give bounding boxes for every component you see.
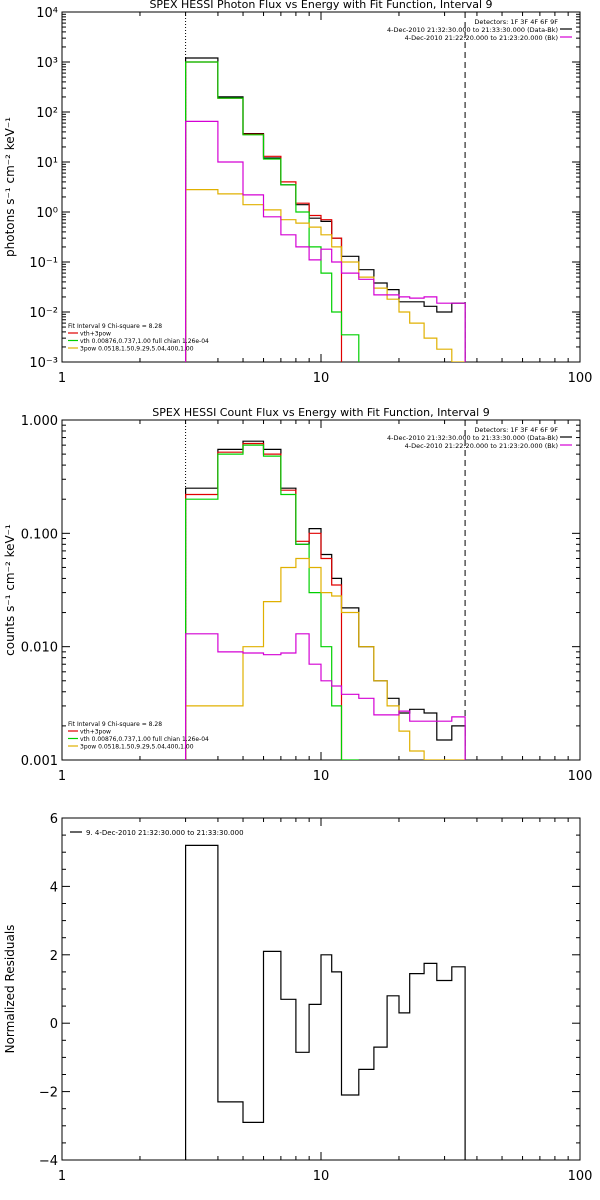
legend-entry: vth+3pow: [80, 331, 111, 338]
legend-entry: Fit Interval 9 Chi-square = 8.28: [68, 721, 162, 728]
y-tick-label: 1.000: [21, 414, 58, 429]
y-tick-label: −2: [39, 1086, 58, 1101]
y-tick-label: 0: [50, 1017, 58, 1032]
y-tick-label: 0.001: [21, 754, 58, 769]
y-tick-label: 10⁴: [36, 6, 58, 21]
chart-panel-3: Normalized Residuals 1 10 100 −4 −2 0 2 4 6 9. 4-D…: [3, 812, 592, 1184]
y-tick-label: 10⁻¹: [29, 256, 58, 271]
series-line: [185, 633, 466, 760]
y-tick-label: 10²: [36, 106, 58, 121]
y-tick-label: 4: [50, 880, 58, 895]
legend-entry: 4-Dec-2010 21:32:30.000 to 21:33:30.000 …: [387, 434, 558, 442]
legend-entry: 4-Dec-2010 21:22:20.000 to 21:23:20.000 …: [405, 34, 558, 42]
series-line: [185, 442, 343, 760]
y-tick-label: 10⁻³: [29, 356, 58, 371]
y-tick-label: 10⁰: [36, 206, 58, 221]
legend-entry: Fit Interval 9 Chi-square = 8.28: [68, 323, 162, 330]
legend-entry: vth+3pow: [80, 729, 111, 736]
legend-entry: 3pow 0.0518,1.50,9.29,5.04,400,1.00: [80, 744, 194, 751]
series-line: [185, 61, 360, 362]
chart-panel-2: SPEX HESSI Count Flux vs Energy with Fit…: [3, 406, 592, 784]
series-group: [185, 440, 466, 760]
series-group: [185, 844, 466, 1160]
plot-frame: [61, 11, 581, 363]
chart-title: SPEX HESSI Count Flux vs Energy with Fit…: [152, 406, 489, 419]
legend-entry: 3pow 0.0518,1.50,9.29,5.04,400,1.00: [80, 346, 194, 353]
series-line: [185, 440, 466, 760]
legend-entry: 9. 4-Dec-2010 21:32:30.000 to 21:33:30.0…: [86, 829, 244, 837]
y-axis-label: Normalized Residuals: [3, 925, 17, 1054]
legend-entry: vth 0.00876,0.737,1.00 full chian 1.26e-…: [80, 736, 209, 743]
x-tick-label: 100: [568, 1169, 593, 1184]
y-tick-label: 0.100: [21, 527, 58, 542]
x-tick-label: 100: [568, 769, 593, 784]
x-tick-label: 10: [313, 1169, 330, 1184]
series-line: [185, 120, 466, 362]
x-tick-label: 1: [58, 1169, 66, 1184]
y-axis-label: photons s⁻¹ cm⁻² keV⁻¹: [3, 117, 17, 257]
x-tick-label: 100: [568, 371, 593, 386]
series-line: [185, 844, 466, 1160]
y-tick-label: 10¹: [36, 156, 58, 171]
y-tick-label: 10⁻²: [29, 306, 58, 321]
series-line: [185, 557, 466, 760]
y-tick-label: 2: [50, 949, 58, 964]
series-group: [185, 57, 466, 362]
x-tick-label: 10: [313, 371, 330, 386]
legend-entry: vth 0.00876,0.737,1.00 full chian 1.26e-…: [80, 338, 209, 345]
legend-entry: 4-Dec-2010 21:22:20.000 to 21:23:20.000 …: [405, 442, 558, 450]
series-line: [185, 57, 466, 362]
y-tick-label: 10³: [36, 56, 58, 71]
chart-panel-1: SPEX HESSI Photon Flux vs Energy with Fi…: [3, 0, 592, 386]
y-tick-label: 0.010: [21, 641, 58, 656]
legend-entry: Detectors: 1F 3F 4F 6F 9F: [474, 426, 558, 434]
series-line: [185, 189, 466, 362]
x-tick-label: 1: [58, 371, 66, 386]
legend-entry: Detectors: 1F 3F 4F 6F 9F: [474, 18, 558, 26]
y-tick-label: −4: [39, 1154, 58, 1169]
y-axis-label: counts s⁻¹ cm⁻² keV⁻¹: [3, 524, 17, 656]
series-line: [185, 444, 359, 760]
x-tick-label: 10: [313, 769, 330, 784]
chart-title: SPEX HESSI Photon Flux vs Energy with Fi…: [149, 0, 492, 11]
legend-entry: 4-Dec-2010 21:32:30.000 to 21:33:30.000 …: [387, 26, 558, 34]
x-tick-label: 1: [58, 769, 66, 784]
y-tick-label: 6: [50, 812, 58, 827]
